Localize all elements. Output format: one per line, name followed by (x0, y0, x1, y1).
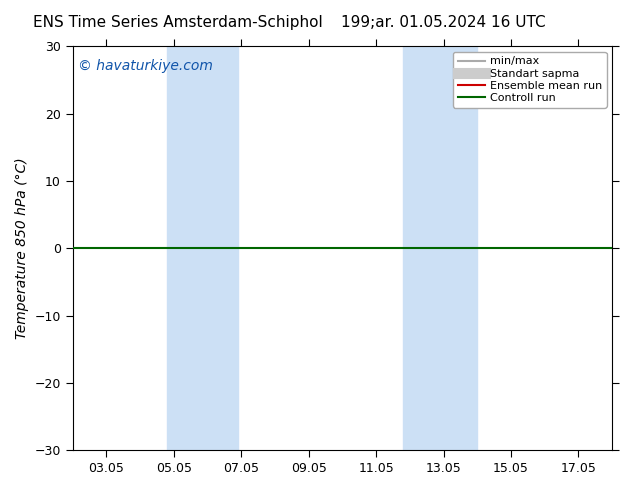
Bar (403, 47, 477, 450)
Text: ENS Time Series Amsterdam-Schiphol: ENS Time Series Amsterdam-Schiphol (32, 15, 323, 30)
Legend: min/max, Standart sapma, Ensemble mean run, Controll run: min/max, Standart sapma, Ensemble mean r… (453, 52, 607, 108)
Bar (167, 47, 238, 450)
Text: © havaturkiye.com: © havaturkiye.com (78, 59, 213, 73)
Text: 199;ar. 01.05.2024 16 UTC: 199;ar. 01.05.2024 16 UTC (342, 15, 546, 30)
Y-axis label: Temperature 850 hPa (°C): Temperature 850 hPa (°C) (15, 157, 29, 339)
